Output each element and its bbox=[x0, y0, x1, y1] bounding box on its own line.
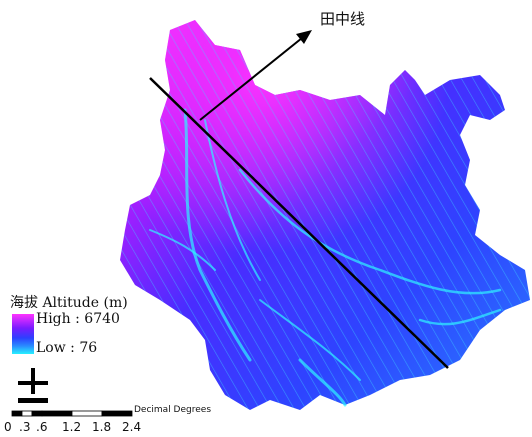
scale-tick-4: 1.8 bbox=[92, 420, 112, 434]
scale-tick-1: .3 bbox=[19, 420, 31, 434]
north-arrow-icon bbox=[18, 368, 48, 403]
legend-low-label: Low : 76 bbox=[36, 340, 98, 356]
elevation-color-ramp bbox=[12, 314, 34, 354]
tian-zhong-line bbox=[149, 77, 449, 369]
river-valleys bbox=[149, 108, 502, 407]
scale-tick-0: 0 bbox=[4, 420, 12, 434]
scale-tick-5: 2.4 bbox=[122, 420, 142, 434]
scale-tick-3: 1.2 bbox=[62, 420, 82, 434]
scale-tick-2: .6 bbox=[36, 420, 48, 434]
line-label: 田中线 bbox=[320, 10, 366, 28]
callout-arrowhead bbox=[296, 30, 312, 44]
callout-arrow bbox=[199, 37, 303, 121]
scale-unit-label: Decimal Degrees bbox=[134, 405, 212, 415]
legend-high-label: High : 6740 bbox=[36, 311, 120, 327]
legend-title: 海拔 Altitude (m) bbox=[10, 295, 128, 311]
scale-bar bbox=[11, 410, 133, 417]
